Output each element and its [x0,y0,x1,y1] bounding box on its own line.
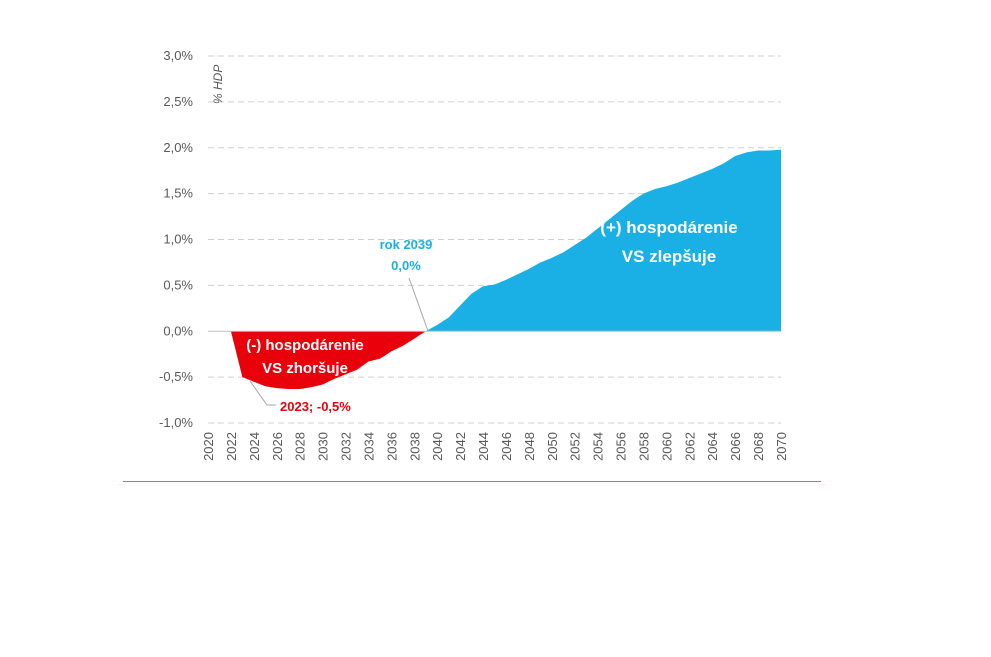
x-tick-label: 2020 [201,432,216,461]
x-tick-label: 2048 [522,432,537,461]
y-tick-label: -1,0% [159,415,193,430]
x-tick-label: 2028 [293,432,308,461]
y-tick-label: 2,5% [163,94,193,109]
negative-area-label-line2: VS zhoršuje [262,360,348,377]
x-tick-label: 2034 [361,432,376,461]
x-tick-label: 2064 [705,432,720,461]
x-tick-label: 2068 [751,432,766,461]
x-tick-label: 2032 [339,432,354,461]
x-tick-label: 2030 [316,432,331,461]
x-tick-label: 2066 [728,432,743,461]
x-tick-label: 2054 [591,432,606,461]
y-tick-label: 1,5% [163,186,193,201]
y-axis-ticks: -1,0% -0,5% 0,0% 0,5% 1,0% 1,5% 2,0% 2,5% 3,0% [159,48,193,430]
x-tick-label: 2052 [568,432,583,461]
positive-area [425,149,781,332]
x-tick-label: 2022 [224,432,239,461]
x-tick-label: 2040 [430,432,445,461]
x-tick-label: 2044 [476,432,491,461]
y-tick-label: 2,0% [163,140,193,155]
y-tick-label: -0,5% [159,369,193,384]
positive-area-label-line1: (+) hospodárenie [600,218,737,237]
x-tick-label: 2026 [270,432,285,461]
x-tick-label: 2036 [384,432,399,461]
y-tick-label: 0,5% [163,277,193,292]
y-tick-label: 1,0% [163,232,193,247]
x-tick-label: 2062 [682,432,697,461]
x-tick-label: 2038 [407,432,422,461]
minimum-label: 2023; -0,5% [280,399,351,414]
x-tick-label: 2024 [247,432,262,461]
y-tick-label: 3,0% [163,48,193,63]
y-tick-label: 0,0% [163,323,193,338]
x-tick-label: 2042 [453,432,468,461]
x-tick-label: 2070 [774,432,789,461]
x-tick-label: 2060 [659,432,674,461]
x-tick-label: 2056 [614,432,629,461]
crossing-leader-line [408,277,429,332]
negative-area-label-line1: (-) hospodárenie [246,337,364,354]
positive-area-label-line2: VS zlepšuje [622,247,716,266]
y-axis-label: % HDP [211,65,225,104]
crossing-label-year: rok 2039 [380,237,433,252]
x-tick-label: 2046 [499,432,514,461]
x-tick-label: 2050 [545,432,560,461]
x-axis-ticks: 2020 2022 2024 2026 2028 2030 2032 2034 2036 2038… [201,432,789,461]
data-areas [208,149,781,390]
footer-divider [123,481,821,482]
minimum-leader-line [249,380,276,406]
negative-area [230,331,426,390]
crossing-label-value: 0,0% [391,258,421,273]
x-tick-label: 2058 [636,432,651,461]
